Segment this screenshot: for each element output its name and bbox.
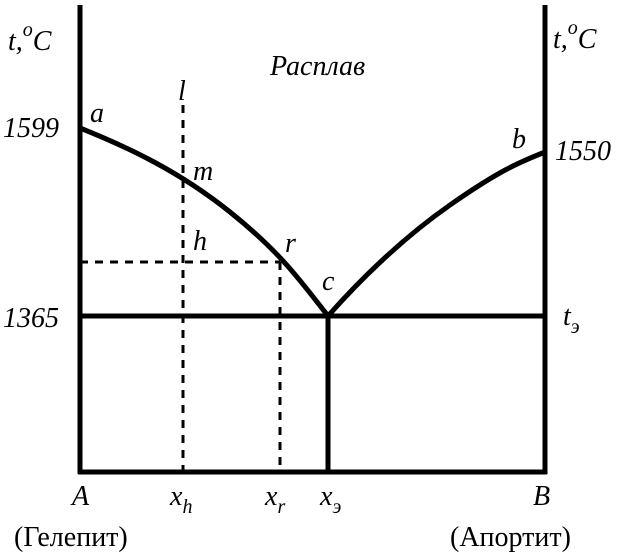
left-axis-label: t,oC <box>8 19 52 57</box>
liquidus-right <box>326 149 546 318</box>
right-axis-label: t,oC <box>553 17 597 55</box>
sub: э <box>332 496 341 518</box>
sub: h <box>182 496 192 518</box>
x-label: B <box>533 481 550 512</box>
point-label: b <box>512 124 526 155</box>
base: x <box>264 481 278 512</box>
sub: r <box>277 496 285 518</box>
point-label: r <box>285 228 296 259</box>
point-label: a <box>90 98 104 129</box>
eutectic-temp: tэ <box>563 301 580 338</box>
base: t <box>563 301 572 332</box>
composition-label: (Апортит) <box>450 522 571 553</box>
sup: o <box>23 19 33 41</box>
point-label: h <box>193 226 207 257</box>
liquidus-left <box>79 125 330 318</box>
unit: C <box>33 26 52 57</box>
base: x <box>319 481 333 512</box>
composition-label: (Гелепит) <box>14 522 128 553</box>
point-label: m <box>193 156 213 187</box>
symbol: t, <box>8 26 23 57</box>
x-label: xэ <box>319 481 341 518</box>
temp-label: 1550 <box>555 136 611 167</box>
base: x <box>169 481 183 512</box>
dashed-lines <box>80 105 282 472</box>
x-label: xr <box>264 481 285 518</box>
sub: э <box>571 316 580 338</box>
diagram-lines <box>77 5 548 475</box>
x-label: xh <box>169 481 192 518</box>
point-label: c <box>322 266 335 297</box>
symbol: t, <box>553 24 568 55</box>
temp-label: 1599 <box>3 113 59 144</box>
sup: o <box>568 17 578 39</box>
region-label: Расплав <box>269 51 365 82</box>
temp-label: 1365 <box>3 303 59 334</box>
unit: C <box>578 24 597 55</box>
x-label: A <box>70 481 90 512</box>
point-label: l <box>178 76 186 107</box>
